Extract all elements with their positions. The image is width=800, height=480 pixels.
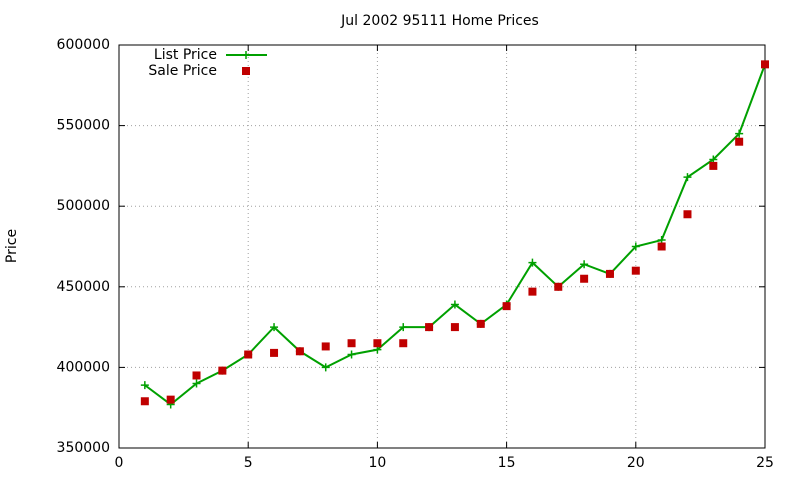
point bbox=[709, 161, 718, 170]
y-tick-label: 550000 bbox=[57, 118, 110, 134]
point bbox=[166, 395, 175, 404]
point bbox=[735, 129, 744, 138]
point bbox=[528, 287, 537, 296]
point bbox=[347, 350, 356, 359]
x-tick-label: 15 bbox=[498, 455, 516, 471]
point bbox=[321, 342, 330, 351]
point bbox=[244, 350, 253, 359]
point bbox=[347, 339, 356, 348]
plot-frame bbox=[118, 44, 766, 449]
legend-label: List Price bbox=[154, 47, 217, 63]
point bbox=[399, 323, 408, 332]
point bbox=[631, 266, 640, 275]
y-tick-label: 450000 bbox=[57, 279, 110, 295]
x-tick-label: 20 bbox=[627, 455, 645, 471]
point bbox=[399, 339, 408, 348]
point bbox=[140, 381, 149, 390]
x-tick-label: 25 bbox=[756, 455, 774, 471]
point bbox=[683, 210, 692, 219]
point bbox=[450, 300, 459, 309]
point bbox=[631, 242, 640, 251]
x-tick-label: 5 bbox=[244, 455, 253, 471]
point bbox=[735, 137, 744, 146]
point bbox=[140, 397, 149, 406]
point bbox=[192, 379, 201, 388]
point bbox=[192, 371, 201, 380]
y-tick-label: 500000 bbox=[57, 198, 110, 214]
y-tick-label: 350000 bbox=[57, 440, 110, 456]
chart-title: Jul 2002 95111 Home Prices bbox=[340, 13, 539, 29]
point bbox=[683, 173, 692, 182]
y-axis-label: Price bbox=[4, 229, 20, 263]
point bbox=[580, 260, 589, 269]
x-tick-label: 0 bbox=[115, 455, 124, 471]
point bbox=[605, 269, 614, 278]
legend-label: Sale Price bbox=[148, 63, 217, 79]
data-line bbox=[144, 63, 766, 406]
point bbox=[476, 319, 485, 328]
point bbox=[761, 60, 769, 69]
point bbox=[450, 323, 459, 332]
x-tick-label: 10 bbox=[368, 455, 386, 471]
point bbox=[270, 323, 279, 332]
point bbox=[373, 339, 382, 348]
legend-marker bbox=[242, 51, 250, 59]
point bbox=[528, 258, 537, 267]
point bbox=[321, 363, 330, 372]
y-tick-label: 400000 bbox=[57, 359, 110, 375]
point bbox=[218, 366, 227, 375]
point bbox=[425, 323, 434, 332]
point bbox=[554, 282, 563, 291]
y-tick-label: 600000 bbox=[57, 37, 110, 53]
point bbox=[295, 347, 304, 356]
point bbox=[270, 348, 279, 357]
point bbox=[502, 302, 511, 311]
point bbox=[657, 242, 666, 251]
legend-marker bbox=[242, 67, 250, 75]
point bbox=[580, 274, 589, 283]
